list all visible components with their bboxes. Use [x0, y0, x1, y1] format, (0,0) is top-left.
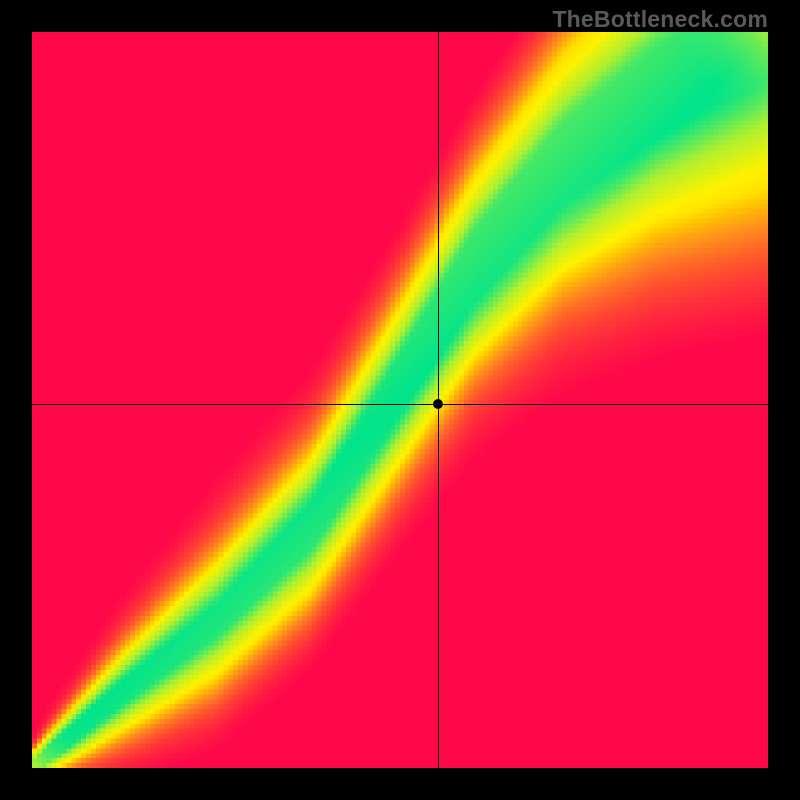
watermark-label: TheBottleneck.com [552, 6, 768, 33]
crosshair-point [433, 399, 443, 409]
crosshair-horizontal [32, 404, 768, 405]
bottleneck-heatmap [32, 32, 768, 768]
chart-container: TheBottleneck.com [0, 0, 800, 800]
